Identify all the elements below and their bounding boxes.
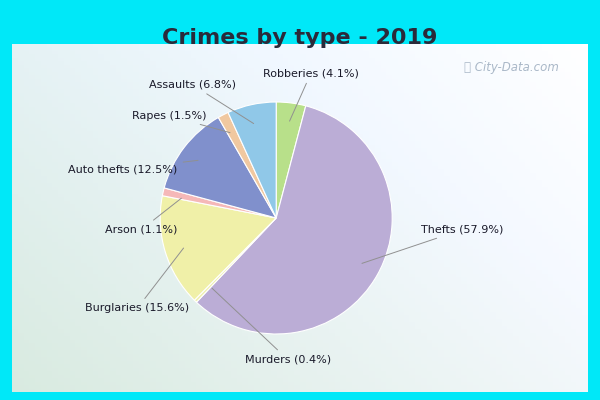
Text: Auto thefts (12.5%): Auto thefts (12.5%)	[68, 160, 198, 174]
Text: Robberies (4.1%): Robberies (4.1%)	[263, 68, 359, 121]
Wedge shape	[160, 196, 276, 300]
Wedge shape	[228, 102, 276, 218]
Wedge shape	[164, 118, 276, 218]
Text: Murders (0.4%): Murders (0.4%)	[212, 288, 331, 364]
Text: Assaults (6.8%): Assaults (6.8%)	[149, 80, 254, 124]
Text: Thefts (57.9%): Thefts (57.9%)	[362, 225, 503, 263]
Wedge shape	[163, 188, 276, 218]
Text: ⓘ City-Data.com: ⓘ City-Data.com	[464, 62, 559, 74]
Wedge shape	[276, 102, 306, 218]
Text: Arson (1.1%): Arson (1.1%)	[105, 198, 181, 234]
Wedge shape	[194, 218, 276, 302]
Text: Crimes by type - 2019: Crimes by type - 2019	[163, 28, 437, 48]
Wedge shape	[218, 112, 276, 218]
Text: Burglaries (15.6%): Burglaries (15.6%)	[85, 248, 189, 314]
Text: Rapes (1.5%): Rapes (1.5%)	[132, 111, 230, 133]
Wedge shape	[196, 106, 392, 334]
